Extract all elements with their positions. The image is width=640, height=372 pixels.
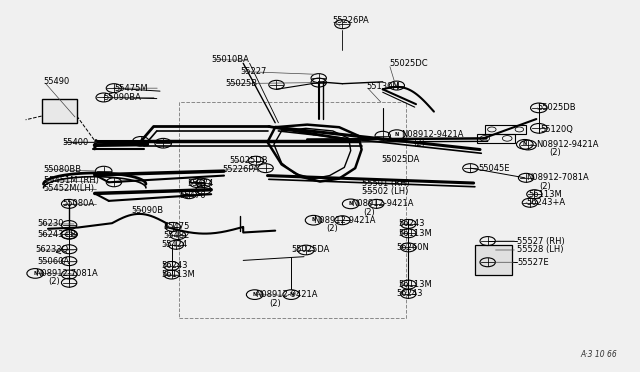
Text: N: N bbox=[523, 141, 527, 147]
Text: 55227: 55227 bbox=[240, 67, 266, 76]
Text: (2): (2) bbox=[549, 148, 561, 157]
Text: (2): (2) bbox=[269, 299, 280, 308]
Text: 55045E: 55045E bbox=[479, 164, 510, 173]
Bar bbox=[179, 102, 406, 318]
Text: (2): (2) bbox=[364, 208, 375, 217]
Text: (2): (2) bbox=[326, 224, 338, 233]
Text: 55501 (RH): 55501 (RH) bbox=[362, 179, 409, 187]
Text: N08912-9421A: N08912-9421A bbox=[401, 130, 464, 139]
Text: 55080BB: 55080BB bbox=[44, 165, 82, 174]
Text: 55130M: 55130M bbox=[366, 82, 400, 91]
Text: 55010BA: 55010BA bbox=[211, 55, 249, 64]
Text: (2): (2) bbox=[413, 139, 424, 148]
Text: A·3 10 66: A·3 10 66 bbox=[581, 350, 618, 359]
Text: N: N bbox=[349, 201, 353, 206]
Text: N08912-9421A: N08912-9421A bbox=[255, 290, 317, 299]
Text: 55424: 55424 bbox=[161, 240, 188, 249]
Text: 56230: 56230 bbox=[37, 219, 63, 228]
Text: 55502 (LH): 55502 (LH) bbox=[362, 187, 408, 196]
Text: 55226PA: 55226PA bbox=[223, 165, 259, 174]
Text: 56243+A: 56243+A bbox=[526, 198, 565, 207]
Text: N08912-9421A: N08912-9421A bbox=[351, 199, 413, 208]
Text: 55090B: 55090B bbox=[131, 206, 163, 215]
Text: 56243: 56243 bbox=[397, 289, 423, 298]
Text: 55528 (LH): 55528 (LH) bbox=[517, 246, 564, 254]
Text: 55025DB: 55025DB bbox=[538, 103, 576, 112]
Text: 55476: 55476 bbox=[179, 191, 205, 200]
Text: 55226PA: 55226PA bbox=[333, 16, 369, 25]
Text: 55527 (RH): 55527 (RH) bbox=[517, 237, 565, 246]
Text: 55025DC: 55025DC bbox=[389, 60, 428, 68]
Bar bbox=[477, 134, 515, 143]
Text: 55080A: 55080A bbox=[63, 199, 95, 208]
Text: 55025B: 55025B bbox=[225, 79, 257, 88]
Text: 56260N: 56260N bbox=[397, 243, 429, 252]
Text: 55527E: 55527E bbox=[517, 258, 548, 267]
Text: N08912-7081A: N08912-7081A bbox=[35, 269, 98, 278]
Text: N: N bbox=[33, 270, 37, 276]
Text: 55025DA: 55025DA bbox=[291, 246, 330, 254]
Text: 55490: 55490 bbox=[44, 77, 70, 86]
Text: 55090BA: 55090BA bbox=[104, 93, 141, 102]
Text: 55452M(LH): 55452M(LH) bbox=[44, 185, 95, 193]
Text: 55475M: 55475M bbox=[114, 84, 148, 93]
Bar bbox=[475, 245, 512, 275]
Text: 56243: 56243 bbox=[161, 262, 188, 270]
Text: 56113M: 56113M bbox=[398, 229, 432, 238]
Text: N: N bbox=[312, 217, 316, 222]
Text: 56113M: 56113M bbox=[161, 270, 195, 279]
Text: 56243+B: 56243+B bbox=[37, 230, 76, 239]
Text: N: N bbox=[395, 132, 399, 137]
Text: (2): (2) bbox=[539, 182, 550, 190]
Text: 55474: 55474 bbox=[187, 179, 213, 187]
Bar bbox=[485, 125, 527, 134]
Text: 55451M (RH): 55451M (RH) bbox=[44, 176, 99, 185]
Text: 55400: 55400 bbox=[63, 138, 89, 147]
Text: N08912-9421A: N08912-9421A bbox=[536, 140, 599, 149]
Text: N08912-7081A: N08912-7081A bbox=[526, 173, 589, 182]
Text: N: N bbox=[253, 292, 257, 297]
Text: 55025DA: 55025DA bbox=[381, 155, 420, 164]
Text: (2): (2) bbox=[48, 278, 60, 286]
Text: 56243: 56243 bbox=[398, 219, 424, 228]
Bar bbox=[42, 99, 77, 123]
Text: N08912-9421A: N08912-9421A bbox=[314, 216, 376, 225]
Text: 55482: 55482 bbox=[164, 231, 190, 240]
Text: 55025DB: 55025DB bbox=[229, 156, 268, 165]
Text: 55475: 55475 bbox=[164, 222, 190, 231]
Text: 55120Q: 55120Q bbox=[541, 125, 573, 134]
Text: 56113M: 56113M bbox=[398, 280, 432, 289]
Text: N: N bbox=[289, 292, 293, 297]
Text: 55060A: 55060A bbox=[37, 257, 69, 266]
Text: 56233Q: 56233Q bbox=[35, 246, 68, 254]
Text: 56113M: 56113M bbox=[528, 190, 562, 199]
